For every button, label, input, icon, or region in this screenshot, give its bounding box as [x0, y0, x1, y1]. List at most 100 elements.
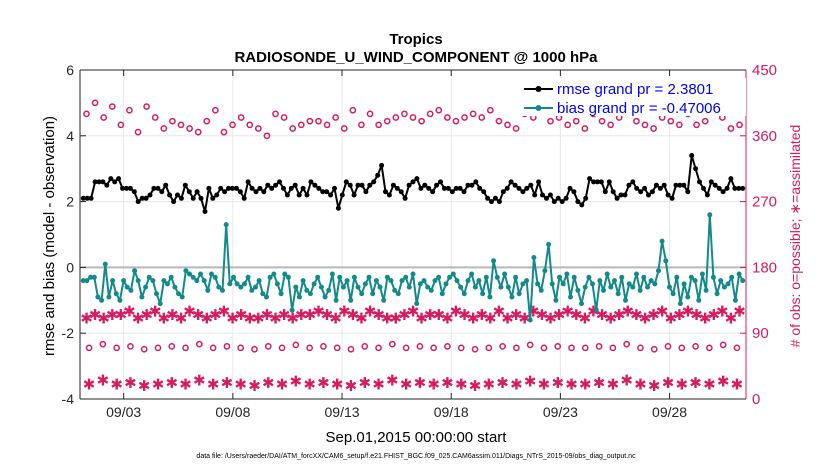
count-possible-marker [209, 344, 217, 352]
count-possible-marker [229, 121, 236, 129]
rmse-data-point [265, 182, 271, 188]
bias-data-point [601, 287, 606, 293]
bias-data-point [84, 278, 90, 284]
count-assimilated-marker: ✱ [372, 376, 385, 393]
count-possible-marker [526, 341, 534, 349]
rmse-data-point [532, 192, 538, 198]
bias-data-point [491, 258, 497, 264]
bias-data-point [703, 287, 709, 293]
count-assimilated-marker: ✱ [613, 307, 626, 324]
bias-data-point [590, 281, 595, 287]
count-possible-marker [366, 110, 374, 118]
count-possible-marker [347, 345, 355, 353]
bias-data-point [253, 284, 258, 290]
rmse-data-point [489, 199, 494, 205]
count-possible-marker [572, 117, 580, 125]
tick-labels: -4 -2 0 2 4 6 0 90 180 270 360 450 09/03 09/08 09/13 09… [62, 62, 777, 420]
count-assimilated-marker: ✱ [290, 373, 303, 390]
bias-data-point [315, 274, 321, 280]
rmse-data-point [127, 185, 133, 191]
rmse-data-point [685, 189, 691, 195]
count-possible-marker [323, 121, 331, 129]
y-tick-label: 4 [66, 128, 74, 144]
count-possible-marker [595, 343, 603, 350]
count-possible-marker [220, 128, 228, 136]
count-possible-marker [126, 106, 133, 114]
rmse-data-point [496, 199, 502, 205]
bias-data-point [516, 291, 522, 297]
count-possible-marker [554, 343, 562, 350]
bias-data-point [132, 268, 138, 274]
rmse-data-point [100, 179, 106, 185]
count-assimilated-marker: ✱ [427, 376, 440, 393]
bias-data-point [443, 281, 449, 287]
y-tick-label: 0 [66, 259, 74, 275]
bias-data-point [586, 274, 592, 280]
bias-data-point [414, 301, 420, 307]
count-possible-marker [564, 121, 572, 129]
count-possible-marker [547, 117, 554, 125]
bias-data-point [146, 274, 152, 280]
rmse-data-point [316, 185, 322, 191]
bias-data-point [505, 284, 511, 290]
bias-data-point [128, 287, 134, 293]
count-assimilated-marker: ✱ [124, 375, 137, 392]
bias-data-point [623, 297, 628, 303]
rmse-data-point [292, 182, 298, 188]
count-possible-marker [733, 344, 741, 352]
rmse-data-point [198, 195, 204, 201]
count-possible-marker [418, 117, 425, 125]
rmse-data-point [430, 189, 436, 195]
bias-data-point [498, 284, 504, 290]
bias-data-point [274, 281, 280, 287]
rmse-data-point [120, 185, 125, 191]
rmse-data-point [591, 179, 597, 185]
count-assimilated-marker: ✱ [276, 376, 289, 393]
count-possible-marker [540, 344, 548, 352]
y-right-tick-label: 90 [752, 325, 769, 342]
bias-data-point [124, 284, 130, 290]
bias-data-point [582, 284, 588, 290]
bias-data-point [392, 287, 398, 293]
count-assimilated-marker: ✱ [725, 311, 738, 328]
bias-data-point [447, 274, 453, 280]
bias-data-point [318, 284, 324, 290]
count-assimilated-marker: ✱ [634, 376, 647, 393]
count-possible-marker [667, 117, 675, 125]
bias-data-point [179, 294, 185, 300]
rmse-data-point [712, 182, 718, 188]
bias-data-point [399, 278, 405, 284]
rmse-data-point [339, 192, 345, 198]
count-possible-marker [151, 114, 159, 121]
bias-data-point [381, 297, 387, 303]
count-assimilated-marker: ✱ [707, 307, 720, 324]
rmse-data-point [465, 182, 471, 188]
count-assimilated-marker: ✱ [647, 307, 660, 324]
bias-data-point [117, 297, 123, 303]
count-assimilated-marker: ✱ [593, 375, 606, 392]
bias-data-point [604, 271, 610, 277]
bias-data-point [355, 284, 361, 290]
count-possible-marker [320, 343, 327, 350]
rmse-data-point [257, 185, 263, 191]
bias-data-point [344, 278, 350, 284]
count-possible-marker [416, 343, 424, 350]
y-right-tick-label: 180 [752, 259, 777, 276]
count-possible-marker [361, 343, 369, 350]
count-assimilated-marker: ✱ [596, 307, 609, 324]
y-tick-label: -2 [62, 325, 75, 341]
count-possible-marker [160, 125, 168, 132]
rmse-data-point [406, 182, 412, 188]
rmse-data-point [500, 189, 506, 195]
count-assimilated-marker: ✱ [207, 376, 220, 393]
rmse-data-point [284, 192, 290, 198]
count-assimilated-marker: ✱ [278, 307, 291, 324]
count-assimilated-marker: ✱ [675, 376, 688, 393]
rmse-data-point [135, 199, 141, 205]
rmse-data-point [492, 195, 498, 201]
count-possible-marker [641, 121, 649, 129]
bias-data-point [373, 278, 379, 284]
rmse-data-point [708, 179, 714, 185]
rmse-data-point [308, 179, 314, 185]
count-possible-marker [504, 121, 511, 129]
